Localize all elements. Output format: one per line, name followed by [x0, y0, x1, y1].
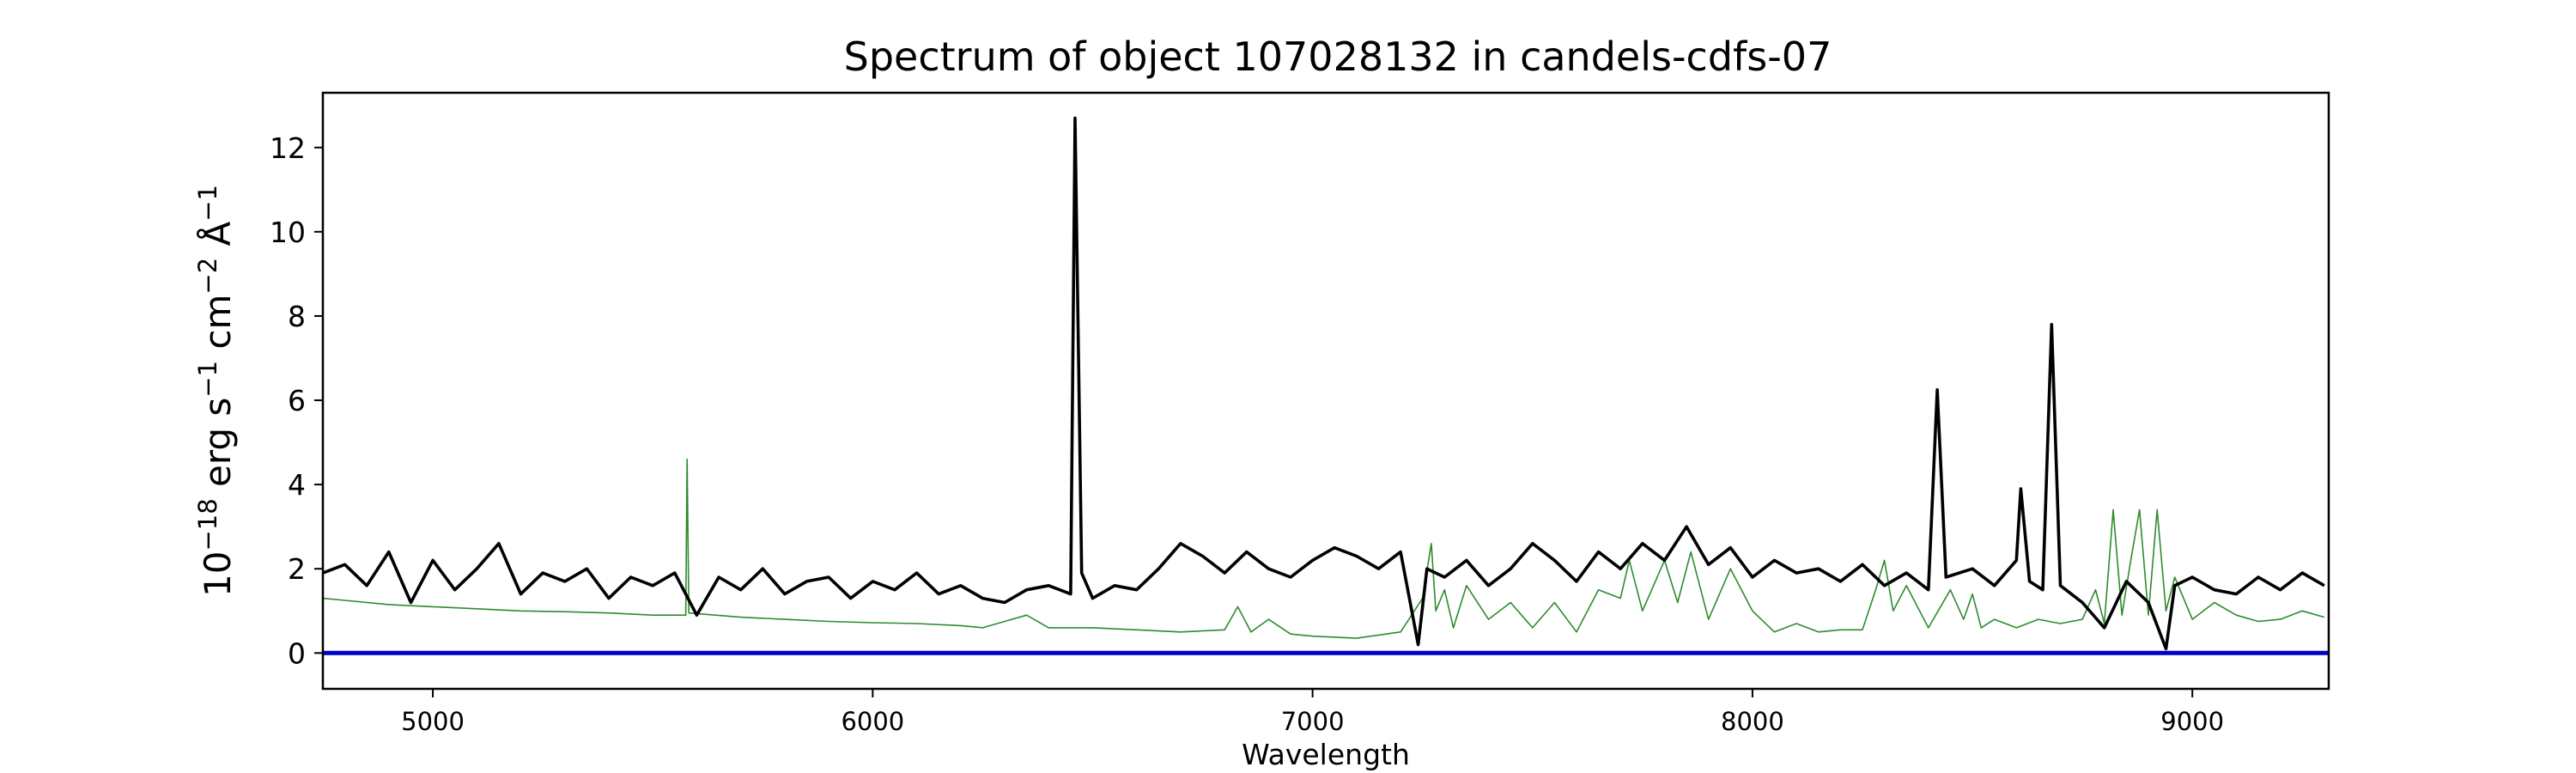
y-label-base: 10: [197, 551, 239, 597]
chart-title: Spectrum of object 107028132 in candels-…: [844, 33, 1832, 80]
y-label-exp3: −1: [193, 185, 222, 222]
y-label-exp1: −1: [193, 361, 222, 398]
y-axis: 0 2 4 6 8 10 12: [270, 131, 323, 670]
x-tick-label: 7000: [1281, 707, 1345, 736]
y-axis-label: 10−18 erg s−1 cm−2 Å−1: [193, 185, 239, 597]
x-tick-label: 6000: [841, 707, 904, 736]
y-label-part1: erg s: [197, 398, 239, 499]
y-tick-label: 6: [288, 384, 306, 417]
y-label-exp2: −2: [193, 258, 222, 295]
y-label-base-exp: −18: [193, 498, 222, 551]
plot-frame: [321, 91, 2330, 691]
y-tick-label: 4: [288, 468, 306, 502]
y-label-part3: Å: [196, 222, 239, 258]
y-tick-label: 2: [288, 552, 306, 586]
y-label-part2: cm: [197, 295, 239, 361]
series-layer: [323, 116, 2329, 655]
x-tick-label: 8000: [1721, 707, 1784, 736]
y-tick-label: 10: [270, 216, 306, 249]
x-tick-label: 5000: [401, 707, 465, 736]
x-axis: 5000 6000 7000 8000 9000: [401, 689, 2224, 736]
series-line-flux: [323, 116, 2325, 651]
y-tick-label: 12: [270, 131, 306, 165]
series-line-noise: [323, 458, 2325, 639]
x-axis-label: Wavelength: [1242, 738, 1410, 771]
y-tick-label: 8: [288, 300, 306, 333]
x-tick-label: 9000: [2160, 707, 2224, 736]
y-tick-label: 0: [288, 636, 306, 670]
